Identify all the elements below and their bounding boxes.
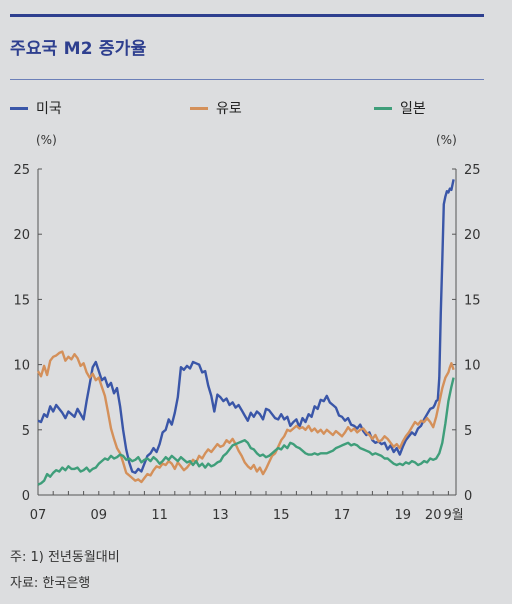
source-note: 자료: 한국은행	[10, 576, 91, 591]
x-tick-label: 17	[334, 508, 351, 523]
legend-swatch-us	[10, 106, 28, 110]
y-unit-left: (%)	[36, 133, 57, 147]
legend-label-us: 미국	[36, 101, 62, 117]
x-tick-label: 13	[212, 508, 229, 523]
legend-swatch-japan	[374, 106, 392, 110]
chart-title: 주요국 M2 증가율	[10, 39, 147, 59]
y-tick-label-right: 25	[464, 163, 481, 178]
y-tick-label-right: 20	[464, 228, 481, 243]
legend-item-us: 미국	[10, 98, 62, 118]
legend-label-euro: 유로	[216, 101, 242, 117]
y-tick-label-right: 0	[464, 489, 472, 504]
x-tick-label: 19	[395, 508, 412, 523]
x-tick-label: 09	[91, 508, 108, 523]
legend-item-japan: 일본	[374, 98, 426, 118]
top-rule	[10, 14, 484, 17]
x-tick-label: 15	[273, 508, 290, 523]
y-tick-label-left: 0	[22, 489, 30, 504]
y-tick-label-right: 10	[464, 359, 481, 374]
legend-item-euro: 유로	[190, 98, 242, 118]
legend: 미국 유로 일본	[0, 98, 512, 118]
x-tick-label: 9월	[443, 508, 463, 523]
series-line-euro	[36, 350, 455, 484]
footnote: 주: 1) 전년동월대비	[10, 550, 120, 565]
y-tick-label-left: 15	[13, 293, 30, 308]
legend-label-japan: 일본	[400, 101, 426, 117]
y-tick-label-left: 25	[13, 163, 30, 178]
series-line-us	[37, 179, 455, 474]
y-tick-label-left: 10	[13, 359, 30, 374]
x-tick-label: 11	[151, 508, 168, 523]
series-line-japan	[37, 377, 455, 486]
title-divider	[10, 79, 484, 80]
x-tick-label: 20	[425, 508, 442, 523]
y-tick-label-right: 15	[464, 293, 481, 308]
x-tick-label: 07	[30, 508, 47, 523]
y-tick-label-left: 5	[22, 424, 30, 439]
y-tick-label-left: 20	[13, 228, 30, 243]
y-unit-right: (%)	[436, 133, 457, 147]
legend-swatch-euro	[190, 106, 208, 110]
y-tick-label-right: 5	[464, 424, 472, 439]
